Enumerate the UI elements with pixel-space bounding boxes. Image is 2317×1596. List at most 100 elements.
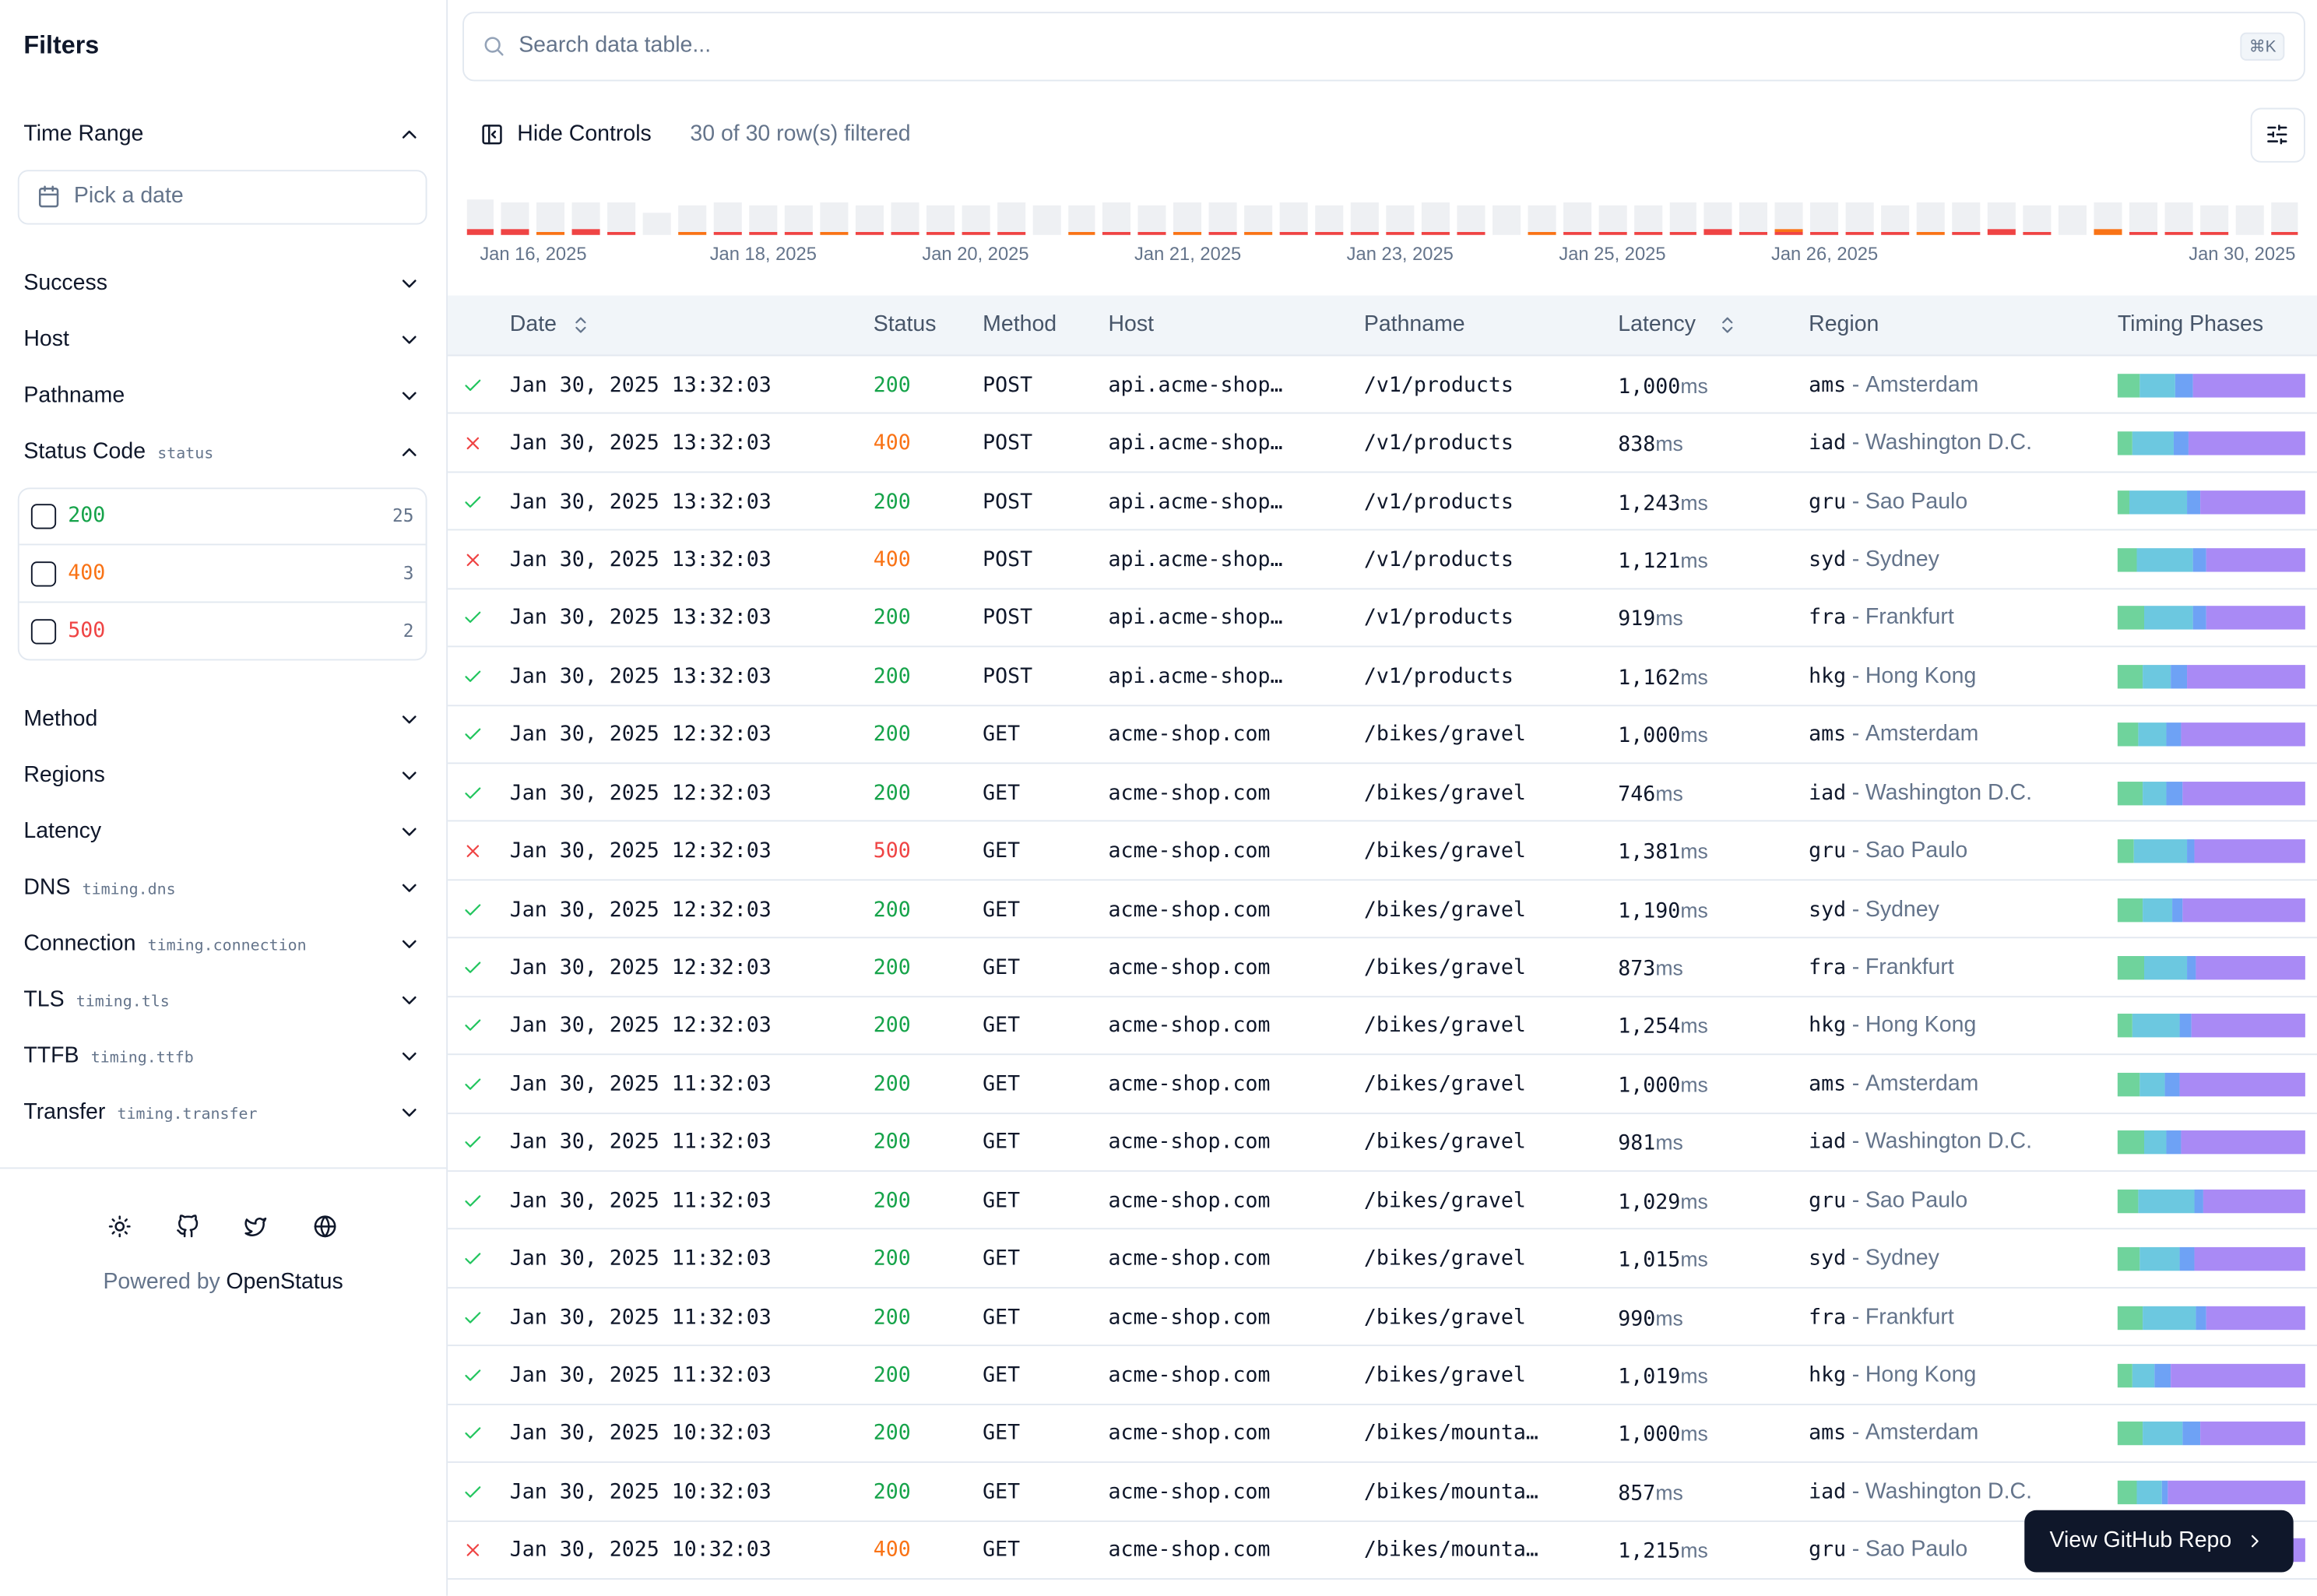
timeline-bar[interactable] xyxy=(1952,202,1980,232)
timeline-bar[interactable] xyxy=(678,232,706,235)
chevron-down[interactable] xyxy=(398,877,421,900)
timeline-bar[interactable] xyxy=(997,202,1025,232)
timeline-bar[interactable] xyxy=(1669,232,1697,235)
timeline-bar[interactable] xyxy=(820,232,848,235)
chevron-down[interactable] xyxy=(398,384,421,407)
timeline-bar[interactable] xyxy=(926,232,955,235)
timeline-bar[interactable] xyxy=(1103,232,1131,235)
timeline-bar[interactable] xyxy=(2129,232,2157,235)
filter-label[interactable]: TTFBtiming.ttfb xyxy=(23,1042,193,1071)
timeline-bar[interactable] xyxy=(501,228,529,234)
chevron-down[interactable] xyxy=(398,764,421,787)
timeline-bar[interactable] xyxy=(1882,232,1910,235)
search-box[interactable] xyxy=(462,12,2305,81)
twitter-link[interactable] xyxy=(244,1215,267,1238)
timeline-bar[interactable] xyxy=(1209,232,1237,235)
timeline-bar[interactable] xyxy=(1245,206,1273,231)
timeline-bar[interactable] xyxy=(1882,206,1910,231)
filter-label[interactable]: TLStiming.tls xyxy=(23,986,169,1015)
sort-icon[interactable] xyxy=(571,315,592,336)
filter-label[interactable]: Success xyxy=(23,269,107,298)
checkbox[interactable] xyxy=(31,619,56,644)
timeline-bar[interactable] xyxy=(537,232,565,235)
timeline-bar[interactable] xyxy=(2199,206,2227,231)
timeline-bar[interactable] xyxy=(1811,232,1839,235)
timeline-bar[interactable] xyxy=(1245,232,1273,235)
timeline-bar[interactable] xyxy=(572,228,600,234)
chevron-right[interactable] xyxy=(2245,1531,2266,1552)
filter-label[interactable]: Status Codestatus xyxy=(23,438,213,467)
timeline-bar[interactable] xyxy=(1704,202,1732,228)
timeline-bar[interactable] xyxy=(1138,232,1166,235)
filter-label[interactable]: Transfertiming.transfer xyxy=(23,1098,257,1127)
filter-label[interactable]: Pathname xyxy=(23,381,125,411)
timeline-bar[interactable] xyxy=(785,206,813,231)
sort-icon[interactable] xyxy=(1718,315,1739,336)
timeline-bar[interactable] xyxy=(1457,232,1485,235)
timeline-bar[interactable] xyxy=(1704,228,1732,234)
timeline-bar[interactable] xyxy=(1280,202,1308,232)
timeline-bar[interactable] xyxy=(608,202,636,232)
chevron-down[interactable] xyxy=(398,328,421,351)
timeline-bar[interactable] xyxy=(1528,206,1556,231)
timeline-bar[interactable] xyxy=(1598,206,1626,231)
timeline-bar[interactable] xyxy=(1846,202,1874,232)
timeline-bar[interactable] xyxy=(1669,202,1697,232)
timeline-bar[interactable] xyxy=(749,206,777,231)
chevron-down[interactable] xyxy=(398,820,421,843)
timeline-bar[interactable] xyxy=(2270,202,2298,232)
chevron-down[interactable] xyxy=(398,933,421,956)
timeline-bar[interactable] xyxy=(1633,232,1661,235)
timeline-bar[interactable] xyxy=(856,232,884,235)
timeline-bar[interactable] xyxy=(2129,202,2157,232)
timeline-bar[interactable] xyxy=(1563,232,1591,235)
timeline-bar[interactable] xyxy=(1422,232,1450,235)
timeline-bar[interactable] xyxy=(1952,232,1980,235)
timeline-bar[interactable] xyxy=(501,202,529,228)
chevron-down[interactable] xyxy=(398,1101,421,1124)
timeline-bar[interactable] xyxy=(2164,202,2192,232)
theme-toggle[interactable] xyxy=(108,1215,132,1238)
timeline-bar[interactable] xyxy=(2199,232,2227,235)
timeline-bar[interactable] xyxy=(1988,202,2016,228)
timeline-bar[interactable] xyxy=(572,202,600,228)
timeline-bar[interactable] xyxy=(2023,206,2051,231)
timeline-bar[interactable] xyxy=(2270,232,2298,235)
timeline-bar[interactable] xyxy=(1528,232,1556,235)
timeline-bar[interactable] xyxy=(2235,206,2263,235)
timeline-bar[interactable] xyxy=(1775,202,1803,228)
chevron-up[interactable] xyxy=(398,441,421,464)
timeline-bar[interactable] xyxy=(1775,232,1803,235)
timeline-bar[interactable] xyxy=(962,206,990,231)
timeline-bar[interactable] xyxy=(1598,232,1626,235)
filter-label[interactable]: Connectiontiming.connection xyxy=(23,930,306,959)
timeline-bar[interactable] xyxy=(714,202,742,232)
filter-label[interactable]: Host xyxy=(23,325,69,355)
website-link[interactable] xyxy=(313,1215,336,1238)
timeline-bar[interactable] xyxy=(2094,202,2122,228)
chevron-down[interactable] xyxy=(398,272,421,295)
timeline-bar[interactable] xyxy=(1633,206,1661,231)
timeline-bar[interactable] xyxy=(749,232,777,235)
chevron-down[interactable] xyxy=(398,989,421,1012)
timeline-bar[interactable] xyxy=(1846,232,1874,235)
timeline-bar[interactable] xyxy=(1174,202,1202,232)
timeline-bar[interactable] xyxy=(1422,202,1450,232)
timeline-bar[interactable] xyxy=(1351,202,1379,232)
timeline-bar[interactable] xyxy=(926,206,955,231)
timeline-bar[interactable] xyxy=(1032,206,1060,235)
timeline-bar[interactable] xyxy=(678,206,706,231)
timeline-bar[interactable] xyxy=(820,202,848,232)
timeline-bar[interactable] xyxy=(1174,232,1202,235)
column-header[interactable]: Latency xyxy=(1618,311,1696,340)
chevron-down[interactable] xyxy=(398,1045,421,1068)
chevron-up[interactable] xyxy=(398,123,421,146)
timeline-bar[interactable] xyxy=(1988,228,2016,234)
timeline-bar[interactable] xyxy=(1315,232,1343,235)
filter-label[interactable]: Regions xyxy=(23,761,104,790)
panel-icon[interactable] xyxy=(480,123,504,146)
timeline-bar[interactable] xyxy=(466,228,494,234)
timeline-bar[interactable] xyxy=(1740,232,1768,235)
timeline-bar[interactable] xyxy=(1386,206,1414,231)
timeline-bar[interactable] xyxy=(1386,232,1414,235)
